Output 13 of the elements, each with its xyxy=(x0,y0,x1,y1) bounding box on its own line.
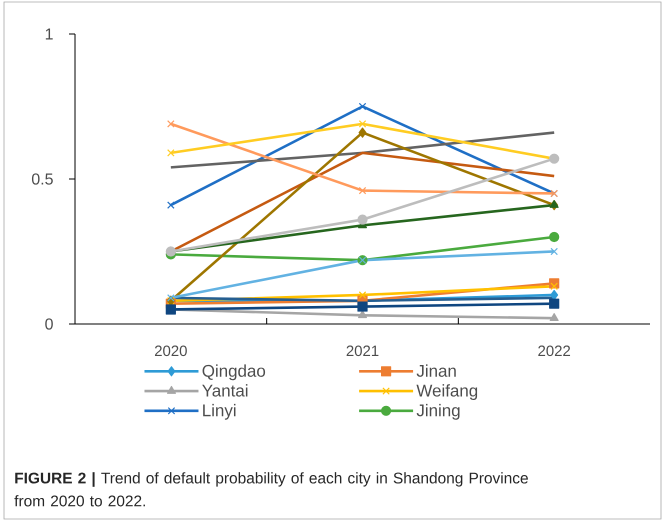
y-tick-label: 0 xyxy=(45,318,53,330)
text: FIGURE 2 | Trend of default probability of each city in Shandong Province from 2020 to 2022. xyxy=(14,472,528,506)
x-tick-label: 2021 xyxy=(346,346,378,356)
legend-label: Jining xyxy=(416,404,460,420)
x-tick-label: 2022 xyxy=(538,346,570,356)
x-tick-label: 2020 xyxy=(154,346,187,356)
legend-label: Linyi xyxy=(203,404,236,420)
y-tick-label: 0.5 xyxy=(32,173,53,185)
legend-label: Qingdao xyxy=(202,364,266,380)
legend-label: Jinan xyxy=(416,364,456,377)
legend-label: Yantai xyxy=(202,384,248,397)
legend-label: Weifang xyxy=(416,384,478,400)
y-tick-label: 1 xyxy=(46,28,53,40)
